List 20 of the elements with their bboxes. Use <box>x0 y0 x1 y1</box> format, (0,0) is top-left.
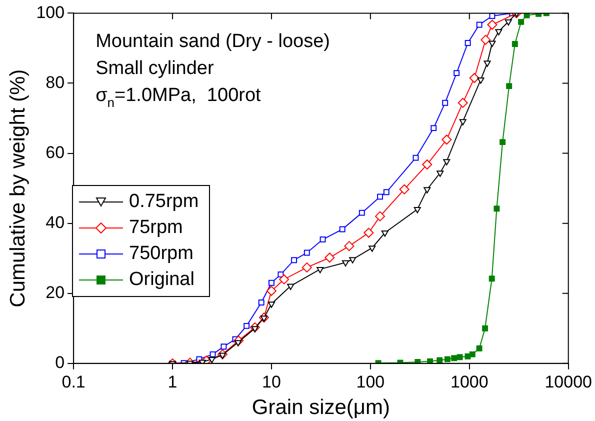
annotation: Small cylinder <box>96 58 214 80</box>
legend-label: 0.75rpm <box>129 190 199 214</box>
x-tick-label: 1 <box>168 372 178 392</box>
x-tick-label: 1000 <box>450 372 488 392</box>
y-axis-title: Cumulative by weight (%) <box>6 69 30 308</box>
legend-label: Original <box>129 268 194 292</box>
legend-label: 75rpm <box>129 216 183 240</box>
y-tick-label: 60 <box>46 142 65 162</box>
x-tick-label: 10 <box>262 372 281 392</box>
x-tick-label: 0.1 <box>62 372 86 392</box>
x-tick-label: 10000 <box>544 372 592 392</box>
y-tick-label: 0 <box>55 353 65 372</box>
y-tick-label: 40 <box>46 213 65 232</box>
y-tick-label: 80 <box>46 72 65 92</box>
y-tick-label: 20 <box>46 283 65 302</box>
legend-label: 750rpm <box>129 242 194 266</box>
annotation: Mountain sand (Dry - loose) <box>96 31 330 52</box>
x-tick-label: 100 <box>356 372 385 392</box>
y-tick-label: 100 <box>36 2 65 22</box>
x-axis-title: Grain size(μm) <box>252 396 390 420</box>
